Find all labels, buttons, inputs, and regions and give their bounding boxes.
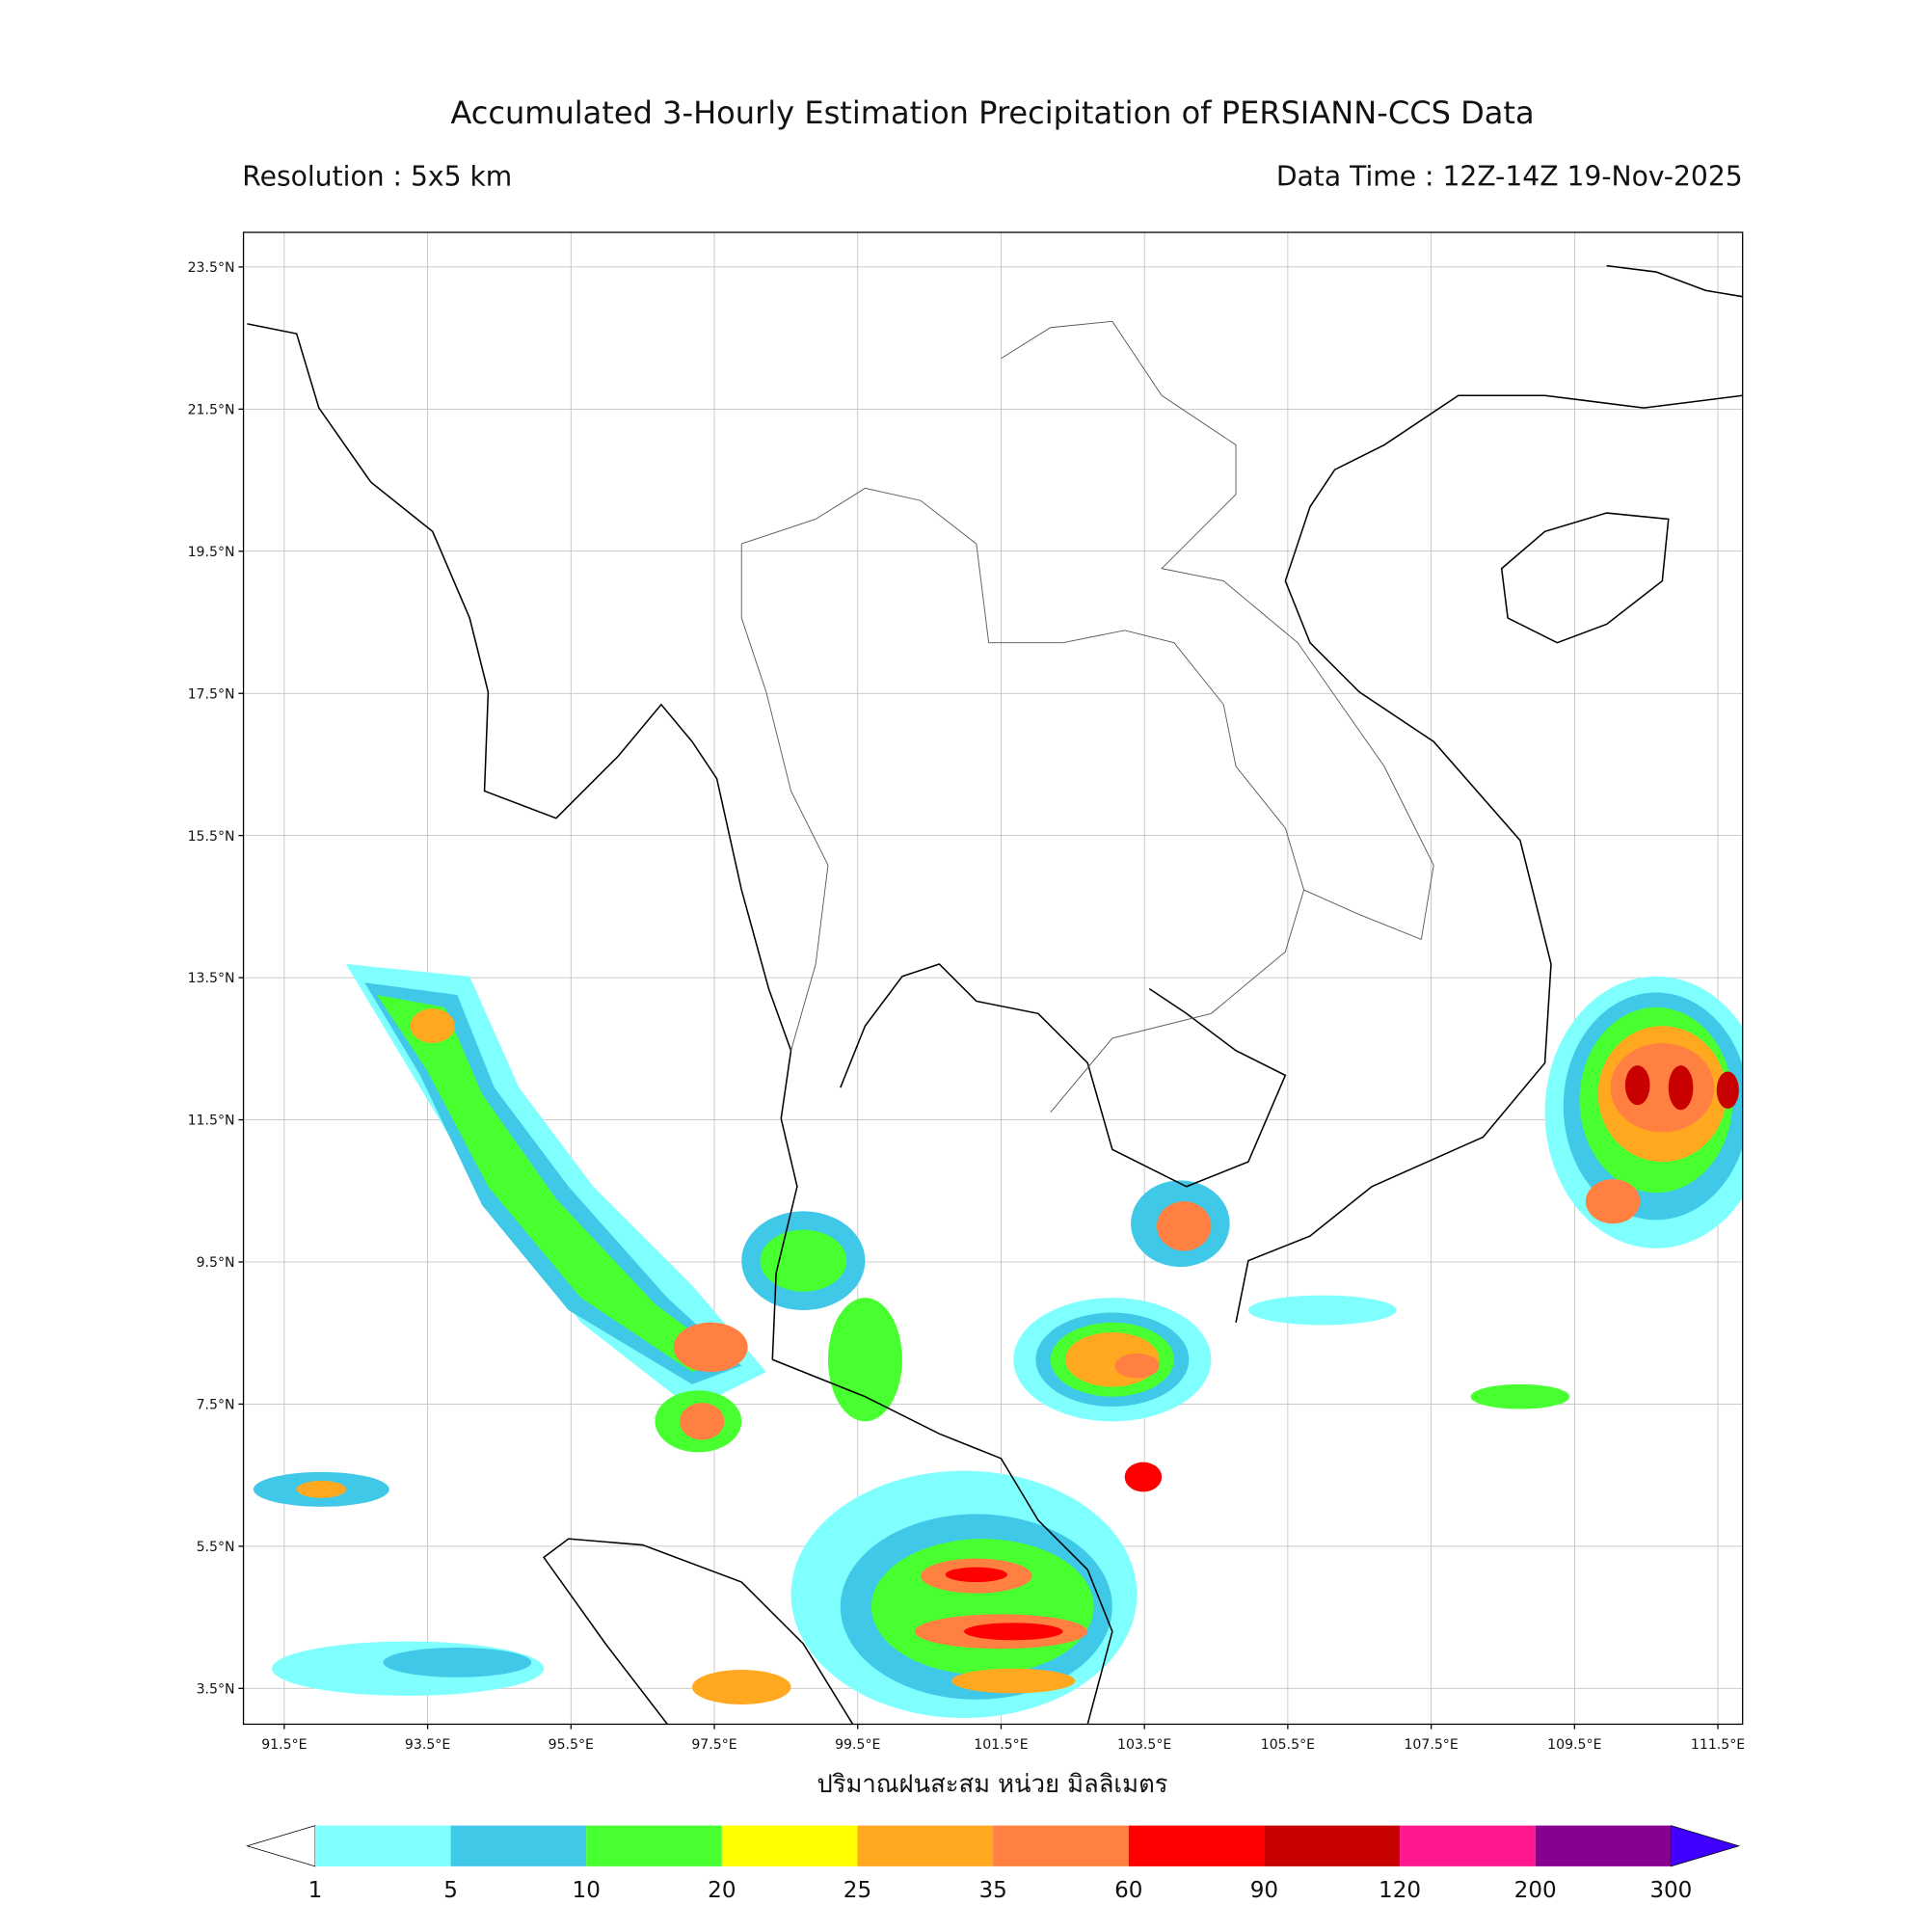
colorbar-tick-label: 5 [443,1878,458,1903]
colorbar-segment [721,1825,858,1866]
lon-tick-label: 95.5°E [549,1737,594,1753]
title: Accumulated 3-Hourly Estimation Precipit… [450,94,1534,131]
colorbar-segment [1128,1825,1265,1866]
x-axis-label: ปริมาณฝนสะสม หน่วย มิลลิเมตร [817,1770,1167,1799]
lat-tick-label: 13.5°N [188,971,235,986]
over-triangle [1670,1825,1741,1867]
lon-tick-label: 99.5°E [835,1737,880,1753]
colorbar-tick-label: 90 [1250,1878,1278,1903]
colorbar-segment [314,1825,451,1866]
lat-tick-label: 9.5°N [197,1255,235,1271]
lat-tick-label: 21.5°N [188,402,235,417]
colorbar: 1 5 10 20 25 35 60 90 120 200 300 [246,1825,1741,1903]
lon-tick-label: 101.5°E [974,1737,1028,1753]
lat-tick-label: 15.5°N [188,829,235,845]
colorbar-segment [857,1825,994,1866]
colorbar-tick-label: 200 [1514,1878,1557,1903]
lat-tick-label: 7.5°N [197,1398,235,1413]
lat-tick-label: 3.5°N [197,1681,235,1697]
lon-tick-label: 105.5°E [1261,1737,1315,1753]
lon-tick-label: 107.5°E [1404,1737,1458,1753]
under-triangle [246,1825,316,1867]
lon-tick-label: 97.5°E [691,1737,736,1753]
colorbar-tick-label: 25 [844,1878,871,1903]
colorbar-tick-label: 60 [1114,1878,1142,1903]
lon-tick-label: 103.5°E [1117,1737,1171,1753]
resolution: Resolution : 5x5 km [242,160,512,192]
colorbar-segment [1535,1825,1672,1866]
colorbar-segment [1264,1825,1401,1866]
borders [740,320,1434,1114]
rain-east [1544,976,1743,1248]
lon-tick-label: 93.5°E [405,1737,450,1753]
rain-malaysia [691,1295,1570,1719]
colorbar-tick-label: 35 [978,1878,1006,1903]
rain-andaman [253,964,866,1696]
colorbar-tick-label: 10 [573,1878,601,1903]
colorbar-tick-label: 120 [1379,1878,1421,1903]
precipitation [253,964,1743,1719]
lon-tick-label: 109.5°E [1547,1737,1601,1753]
colorbar-segment [586,1825,722,1866]
colorbar-segment [993,1825,1129,1866]
lat-tick-label: 11.5°N [188,1114,235,1129]
colorbar-tick-label: 300 [1649,1878,1692,1903]
rain-gulf [1013,1180,1230,1492]
lat-tick-label: 17.5°N [188,686,235,702]
lat-tick-label: 23.5°N [188,260,235,276]
colorbar-segment [450,1825,587,1866]
lon-tick-label: 91.5°E [261,1737,307,1753]
colorbar-tick-label: 20 [708,1878,736,1903]
coastlines [247,264,1743,1725]
lon-tick-label: 111.5°E [1691,1737,1745,1753]
lat-tick-label: 5.5°N [197,1540,235,1555]
data-time: Data Time : 12Z-14Z 19-Nov-2025 [1276,160,1743,192]
lat-tick-label: 19.5°N [188,545,235,560]
colorbar-segment [1400,1825,1536,1866]
colorbar-tick-label: 1 [308,1878,323,1903]
